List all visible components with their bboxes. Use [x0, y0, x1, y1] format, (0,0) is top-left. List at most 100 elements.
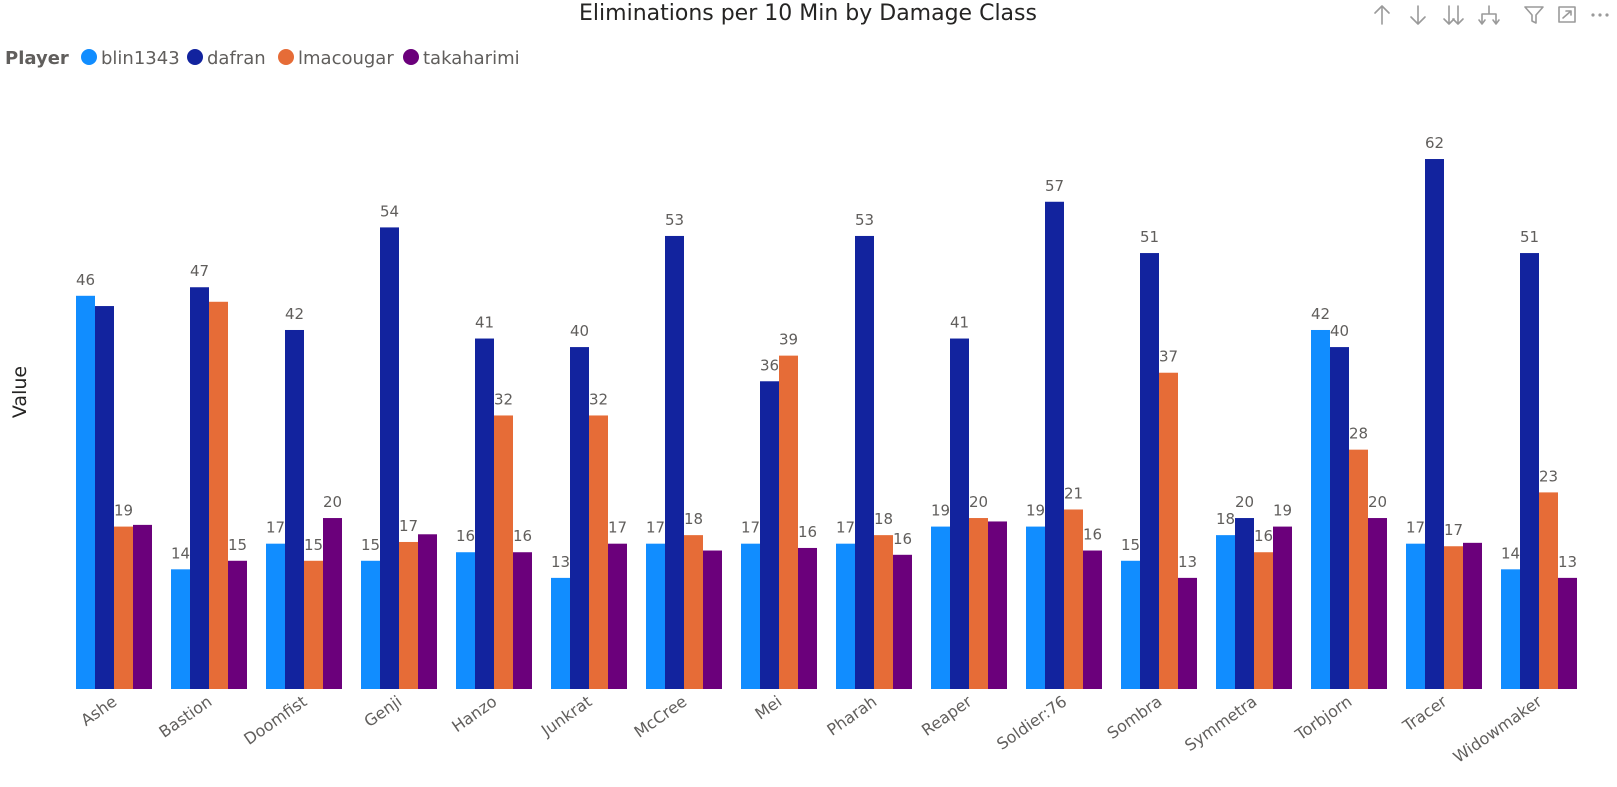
- bar-soldier-76-takaharimi[interactable]: [1083, 550, 1102, 689]
- bar-doomfist-dafran[interactable]: [285, 329, 304, 689]
- bar-reaper-takaharimi[interactable]: [988, 521, 1007, 689]
- bar-ashe-takaharimi[interactable]: [133, 524, 152, 689]
- legend-item-blin1343[interactable]: blin1343: [81, 48, 180, 69]
- expand-hierarchy-icon[interactable]: [1475, 2, 1501, 28]
- data-label: 13: [1558, 553, 1577, 571]
- bar-mei-blin1343[interactable]: [741, 543, 760, 689]
- filter-icon[interactable]: [1520, 2, 1546, 28]
- data-label: 20: [1368, 493, 1387, 511]
- bar-soldier-76-lmacougar[interactable]: [1064, 509, 1083, 689]
- bar-torbjorn-lmacougar[interactable]: [1349, 449, 1368, 689]
- data-label: 54: [380, 202, 399, 220]
- legend-marker: [403, 49, 419, 65]
- bar-pharah-dafran[interactable]: [855, 235, 874, 689]
- bar-mei-dafran[interactable]: [760, 381, 779, 689]
- bar-bastion-dafran[interactable]: [190, 287, 209, 689]
- legend-item-takaharimi[interactable]: takaharimi: [403, 48, 520, 69]
- bar-widowmaker-takaharimi[interactable]: [1558, 577, 1577, 689]
- data-label: 18: [874, 510, 893, 528]
- bar-sombra-dafran[interactable]: [1140, 253, 1159, 689]
- bar-symmetra-dafran[interactable]: [1235, 518, 1254, 689]
- bar-tracer-lmacougar[interactable]: [1444, 546, 1463, 689]
- bar-symmetra-takaharimi[interactable]: [1273, 526, 1292, 689]
- bar-junkrat-lmacougar[interactable]: [589, 415, 608, 689]
- bar-mccree-takaharimi[interactable]: [703, 550, 722, 689]
- bar-tracer-dafran[interactable]: [1425, 159, 1444, 690]
- data-label: 19: [1026, 502, 1045, 520]
- data-label: 53: [665, 211, 684, 229]
- bar-mccree-lmacougar[interactable]: [684, 535, 703, 689]
- bar-genji-lmacougar[interactable]: [399, 541, 418, 689]
- bar-bastion-blin1343[interactable]: [171, 569, 190, 689]
- bar-bastion-takaharimi[interactable]: [228, 560, 247, 689]
- focus-mode-icon[interactable]: [1554, 2, 1580, 28]
- bar-ashe-blin1343[interactable]: [76, 295, 95, 689]
- bar-soldier-76-blin1343[interactable]: [1026, 526, 1045, 689]
- bar-symmetra-blin1343[interactable]: [1216, 535, 1235, 689]
- data-label: 17: [1406, 519, 1425, 537]
- data-label: 37: [1159, 348, 1178, 366]
- bar-reaper-blin1343[interactable]: [931, 526, 950, 689]
- double-arrow-down-icon[interactable]: [1440, 2, 1466, 28]
- data-label: 15: [228, 536, 247, 554]
- data-label: 32: [494, 390, 513, 408]
- bar-junkrat-dafran[interactable]: [570, 347, 589, 689]
- data-label: 42: [285, 305, 304, 323]
- bar-pharah-takaharimi[interactable]: [893, 554, 912, 689]
- bar-hanzo-blin1343[interactable]: [456, 552, 475, 689]
- arrow-down-icon[interactable]: [1405, 2, 1431, 28]
- bar-hanzo-takaharimi[interactable]: [513, 552, 532, 689]
- data-label: 14: [1501, 544, 1520, 562]
- bar-hanzo-lmacougar[interactable]: [494, 415, 513, 689]
- data-label: 17: [399, 517, 418, 535]
- bar-genji-takaharimi[interactable]: [418, 534, 437, 689]
- bar-torbjorn-takaharimi[interactable]: [1368, 518, 1387, 689]
- bar-junkrat-takaharimi[interactable]: [608, 543, 627, 689]
- data-label: 16: [513, 527, 532, 545]
- data-label: 41: [475, 314, 494, 332]
- bar-ashe-dafran[interactable]: [95, 306, 114, 689]
- bar-doomfist-blin1343[interactable]: [266, 543, 285, 689]
- bar-ashe-lmacougar[interactable]: [114, 526, 133, 689]
- bar-mccree-dafran[interactable]: [665, 235, 684, 689]
- bar-widowmaker-dafran[interactable]: [1520, 253, 1539, 689]
- bar-reaper-lmacougar[interactable]: [969, 518, 988, 689]
- bar-soldier-76-dafran[interactable]: [1045, 201, 1064, 689]
- bar-doomfist-lmacougar[interactable]: [304, 560, 323, 689]
- bar-genji-blin1343[interactable]: [361, 560, 380, 689]
- bar-tracer-takaharimi[interactable]: [1463, 542, 1482, 689]
- bar-mei-lmacougar[interactable]: [779, 355, 798, 689]
- bar-hanzo-dafran[interactable]: [475, 338, 494, 689]
- bar-doomfist-takaharimi[interactable]: [323, 518, 342, 689]
- bar-tracer-blin1343[interactable]: [1406, 543, 1425, 689]
- bar-pharah-lmacougar[interactable]: [874, 535, 893, 689]
- bar-sombra-blin1343[interactable]: [1121, 560, 1140, 689]
- bar-torbjorn-dafran[interactable]: [1330, 347, 1349, 689]
- bar-bastion-lmacougar[interactable]: [209, 301, 228, 689]
- bar-reaper-dafran[interactable]: [950, 338, 969, 689]
- category-label: Sombra: [1104, 692, 1166, 743]
- category-label: Tracer: [1398, 691, 1450, 735]
- bar-junkrat-blin1343[interactable]: [551, 577, 570, 689]
- arrow-up-icon[interactable]: [1369, 2, 1395, 28]
- bar-symmetra-lmacougar[interactable]: [1254, 552, 1273, 689]
- data-label: 19: [1273, 502, 1292, 520]
- legend-item-lmacougar[interactable]: lmacougar: [278, 48, 394, 69]
- bar-pharah-blin1343[interactable]: [836, 543, 855, 689]
- legend-marker: [187, 49, 203, 65]
- category-label: Doomfist: [240, 692, 310, 749]
- data-label: 17: [646, 519, 665, 537]
- bar-torbjorn-blin1343[interactable]: [1311, 329, 1330, 689]
- legend-item-dafran[interactable]: dafran: [187, 48, 266, 69]
- bar-widowmaker-blin1343[interactable]: [1501, 569, 1520, 689]
- category-label: Junkrat: [537, 692, 595, 741]
- bar-widowmaker-lmacougar[interactable]: [1539, 492, 1558, 689]
- bar-sombra-lmacougar[interactable]: [1159, 372, 1178, 689]
- legend-label: dafran: [207, 48, 266, 69]
- bar-sombra-takaharimi[interactable]: [1178, 577, 1197, 689]
- more-options-icon[interactable]: [1586, 2, 1612, 28]
- bar-genji-dafran[interactable]: [380, 227, 399, 689]
- bar-mccree-blin1343[interactable]: [646, 543, 665, 689]
- chart-title: Eliminations per 10 Min by Damage Class: [579, 1, 1037, 26]
- bar-mei-takaharimi[interactable]: [798, 547, 817, 689]
